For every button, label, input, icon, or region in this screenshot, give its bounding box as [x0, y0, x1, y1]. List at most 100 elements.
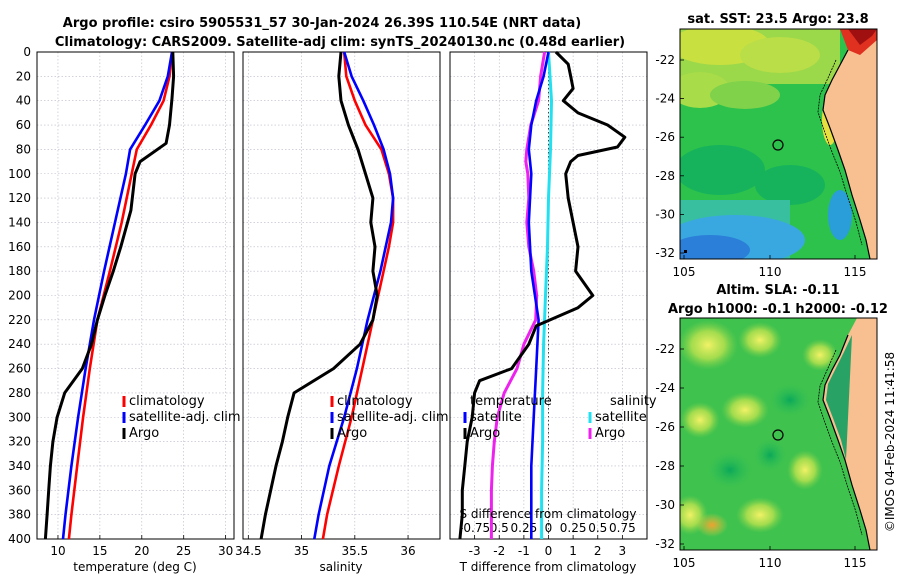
x-tick-label: 1 [569, 544, 577, 558]
x-tick-label: -2 [493, 544, 505, 558]
title-line1: Argo profile: csiro 5905531_57 30-Jan-20… [63, 16, 581, 31]
y-tick-label: 400 [8, 532, 31, 546]
series-temperature-diff-satellite [527, 51, 550, 539]
sdiff-xlabel: S difference from climatology [460, 507, 637, 521]
map-x-tick-label: 110 [759, 265, 782, 279]
imos-watermark: ©IMOS 04-Feb-2024 11:41:58 [883, 352, 897, 532]
x-tick-label: 36 [400, 544, 415, 558]
x-tick-label: -1 [518, 544, 530, 558]
x-tick-label: -3 [469, 544, 481, 558]
y-tick-label: 380 [8, 508, 31, 522]
legend-salinity-title: salinity [610, 394, 657, 409]
s-tick-label: 0 [545, 521, 553, 535]
sst-map [679, 28, 878, 260]
y-tick-label: 240 [8, 337, 31, 351]
x-tick-label: 0 [545, 544, 553, 558]
legend-t-satellite: satellite [470, 410, 522, 425]
sst-map-ticks: -22 -24 -26 -28 -30 -32 105 110 115 [655, 53, 866, 279]
map-x-tick-label: 115 [844, 265, 867, 279]
legend-t-argo: Argo [470, 426, 500, 441]
legend-s-satellite: satellite [595, 410, 647, 425]
y-tick-label: 20 [16, 69, 31, 83]
s-tick-label: 0.75 [609, 521, 636, 535]
sla-map-ticks: -22 -24 -26 -28 -30 -32 105 110 115 [655, 342, 866, 570]
difference-panel: -3 -2 -1 0 1 2 3-0.75 0.5 0.25 0 0.25 0.5 0.75 [449, 50, 648, 558]
y-tick-label: 160 [8, 240, 31, 254]
map-y-tick-label: -30 [655, 207, 675, 221]
sla-map-title2: Argo h1000: -0.1 h2000: -0.12 [668, 302, 888, 317]
map-y-tick-label: -26 [655, 130, 675, 144]
x-tick-label: 34.5 [235, 544, 262, 558]
salinity-legend: climatology satellite-adj. clim Argo [330, 394, 449, 441]
s-tick-label: -0.75 [459, 521, 490, 535]
legend-argo: Argo [337, 426, 367, 441]
x-tick-label: 30 [218, 544, 233, 558]
x-tick-label: 25 [176, 544, 191, 558]
legend-satellite: satellite-adj. clim [337, 410, 449, 425]
sla-map-title1: Altim. SLA: -0.11 [716, 283, 839, 298]
series-temperature-satellite [61, 51, 174, 540]
y-tick-label: 340 [8, 459, 31, 473]
legend-climatology: climatology [337, 394, 413, 409]
legend-satellite: satellite-adj. clim [129, 410, 241, 425]
map-y-tick-label: -30 [655, 498, 675, 512]
series-temperature-climatology [67, 51, 174, 540]
y-tick-label: 280 [8, 386, 31, 400]
sla-map [679, 317, 878, 551]
salinity-panel: 34.5 35 35.5 36 [235, 51, 441, 558]
y-tick-label: 180 [8, 264, 31, 278]
x-tick-label: 15 [92, 544, 107, 558]
series-salinity-argo [259, 51, 379, 540]
map-y-tick-label: -22 [655, 53, 675, 67]
legend-s-argo: Argo [595, 426, 625, 441]
map-x-tick-label: 110 [759, 556, 782, 570]
y-tick-label: 360 [8, 483, 31, 497]
y-tick-label: 40 [16, 94, 31, 108]
map-x-tick-label: 115 [844, 556, 867, 570]
plot-frame [242, 51, 441, 540]
map-y-tick-label: -28 [655, 459, 675, 473]
plot-frame [36, 51, 235, 540]
sst-map-title: sat. SST: 23.5 Argo: 23.8 [687, 12, 868, 27]
map-y-tick-label: -32 [655, 537, 675, 551]
y-tick-label: 120 [8, 191, 31, 205]
y-tick-label: 220 [8, 313, 31, 327]
y-tick-label: 140 [8, 215, 31, 229]
temperature-panel: 10 15 20 25 30020406080100120140160180200220… [8, 45, 235, 558]
x-tick-label: 2 [594, 544, 602, 558]
y-tick-label: 260 [8, 362, 31, 376]
series-temperature-argo [43, 51, 176, 540]
s-tick-label: 0.25 [511, 521, 538, 535]
x-tick-label: 20 [134, 544, 149, 558]
salinity-xlabel: salinity [319, 560, 362, 574]
y-tick-label: 60 [16, 118, 31, 132]
s-tick-label: 0.25 [560, 521, 587, 535]
x-tick-label: 3 [619, 544, 627, 558]
sla-argo-marker [772, 429, 784, 441]
map-y-tick-label: -26 [655, 420, 675, 434]
y-tick-label: 100 [8, 167, 31, 181]
s-tick-label: 0.5 [490, 521, 509, 535]
map-y-tick-label: -28 [655, 169, 675, 183]
x-tick-label: 35.5 [341, 544, 368, 558]
map-x-tick-label: 105 [673, 556, 696, 570]
series-salinity-climatology [321, 51, 395, 540]
y-tick-label: 300 [8, 410, 31, 424]
series-salinity-diff-satellite [540, 51, 553, 539]
sst-argo-marker [772, 139, 784, 151]
difference-legend: temperature salinity satellite Argo sate… [463, 394, 657, 441]
y-tick-label: 200 [8, 289, 31, 303]
y-tick-label: 0 [23, 45, 31, 59]
map-x-tick-label: 105 [673, 265, 696, 279]
temperature-legend: climatology satellite-adj. clim Argo [122, 394, 241, 441]
sst-land [823, 29, 877, 259]
map-y-tick-label: -24 [655, 381, 675, 395]
title-line2: Climatology: CARS2009. Satellite-adj cli… [55, 35, 625, 50]
y-tick-label: 320 [8, 435, 31, 449]
legend-temperature-title: temperature [470, 394, 552, 409]
temperature-xlabel: temperature (deg C) [73, 560, 196, 574]
tdiff-xlabel: T difference from climatology [459, 560, 637, 574]
legend-climatology: climatology [129, 394, 205, 409]
x-tick-label: 35 [294, 544, 309, 558]
